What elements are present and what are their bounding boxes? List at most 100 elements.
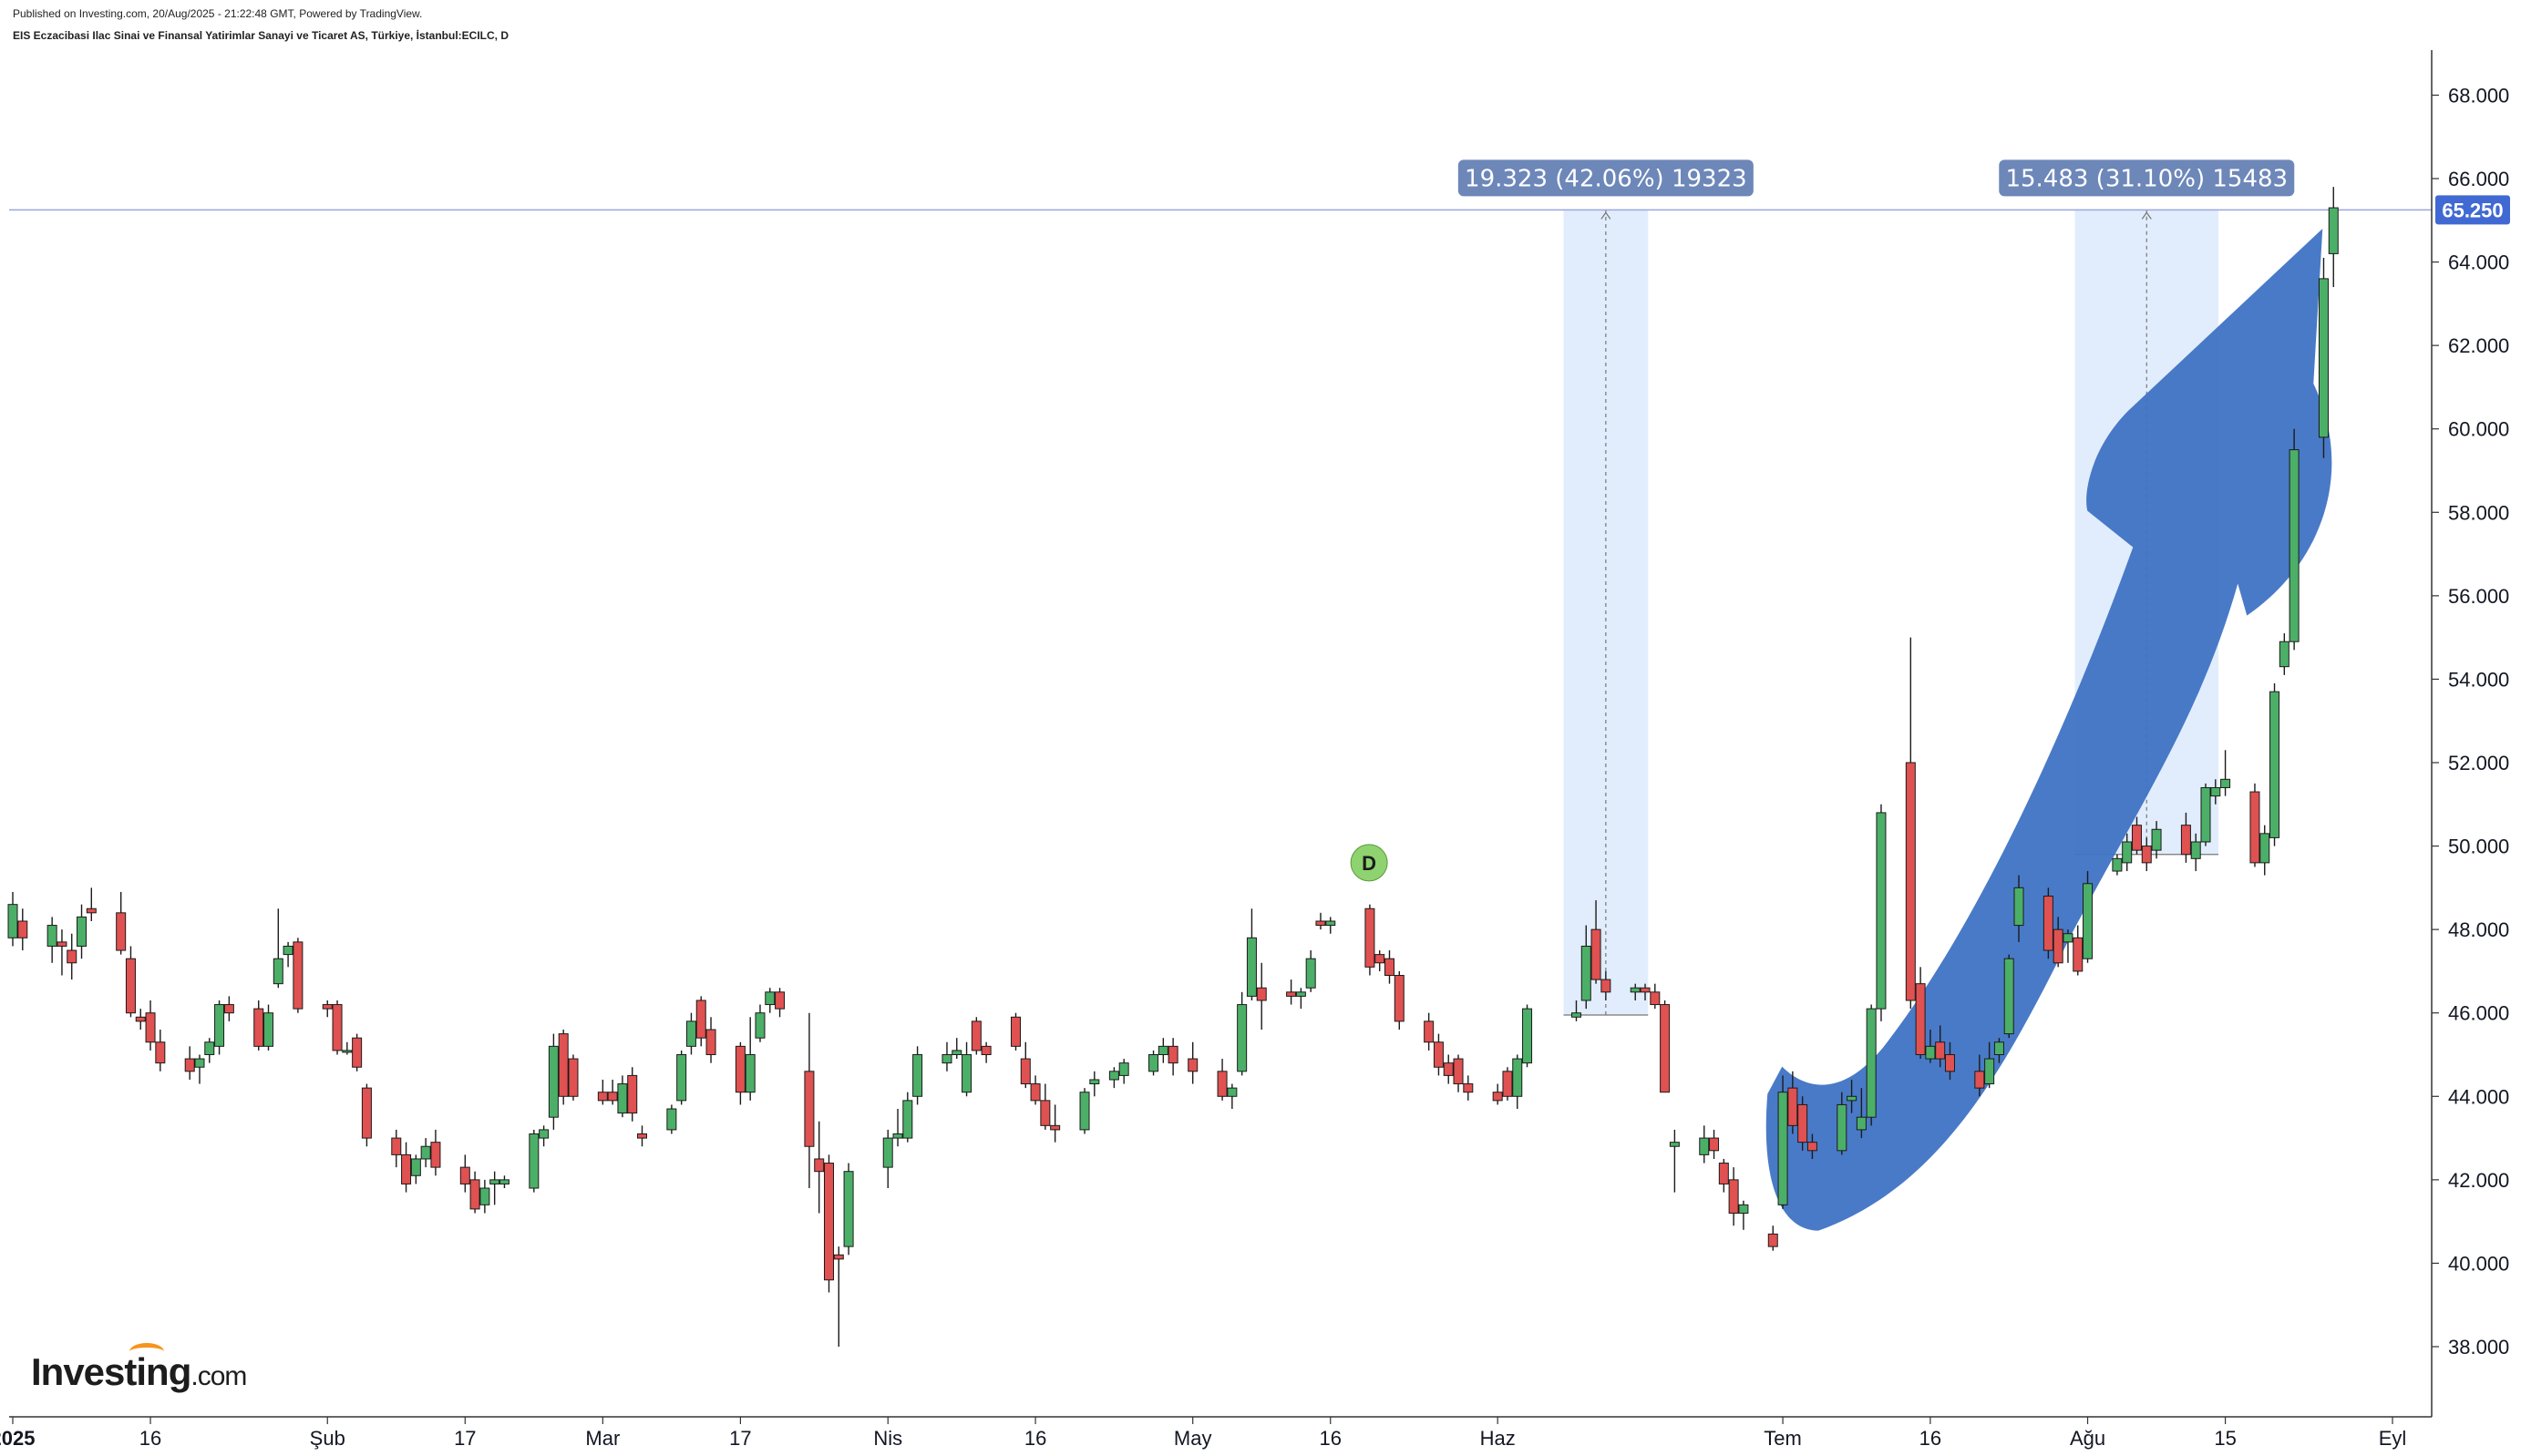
candle[interactable] <box>1709 1129 1720 1159</box>
candle[interactable] <box>1030 1075 1041 1105</box>
candle[interactable] <box>695 996 706 1047</box>
candle[interactable] <box>745 1017 756 1101</box>
candle[interactable] <box>685 1012 696 1055</box>
x-tick-label[interactable]: 17 <box>454 1427 476 1450</box>
candle[interactable] <box>1492 1083 1503 1105</box>
candle[interactable] <box>1364 904 1375 976</box>
candle[interactable] <box>2269 683 2280 846</box>
candle[interactable] <box>627 1067 638 1122</box>
candle[interactable] <box>253 1000 264 1051</box>
candle[interactable] <box>882 1129 893 1189</box>
candle[interactable] <box>1217 1059 1228 1101</box>
candle[interactable] <box>568 1054 579 1101</box>
candle[interactable] <box>597 1079 608 1105</box>
candle[interactable] <box>824 1154 835 1293</box>
candle[interactable] <box>2073 925 2084 976</box>
candle[interactable] <box>1915 967 1926 1060</box>
x-tick-label[interactable]: 2025 <box>0 1427 35 1450</box>
candle[interactable] <box>1305 950 1316 992</box>
candle[interactable] <box>57 929 67 976</box>
candle[interactable] <box>1394 970 1405 1030</box>
candle[interactable] <box>1767 1225 1778 1251</box>
candle[interactable] <box>755 1004 766 1042</box>
candle[interactable] <box>1188 1041 1199 1084</box>
x-tick-label[interactable]: Eyl <box>2379 1427 2407 1450</box>
candle[interactable] <box>2063 929 2073 963</box>
candle[interactable] <box>1374 950 1385 971</box>
candle[interactable] <box>1847 1079 1857 1113</box>
candle[interactable] <box>892 1109 903 1147</box>
candle[interactable] <box>2043 887 2053 959</box>
candles-layer[interactable] <box>7 187 2339 1347</box>
candle[interactable] <box>529 1129 540 1193</box>
candle[interactable] <box>962 1041 972 1097</box>
candle[interactable] <box>410 1154 421 1184</box>
candle[interactable] <box>1433 1033 1444 1076</box>
y-axis[interactable]: 38.000 40.000 42.000 44.000 46.000 48.000 50.0… <box>2431 50 2510 1417</box>
candle[interactable] <box>1246 908 1257 1000</box>
candle[interactable] <box>952 1038 962 1060</box>
candle[interactable] <box>2180 812 2191 863</box>
candle[interactable] <box>273 908 283 989</box>
candle[interactable] <box>2279 633 2289 675</box>
candle[interactable] <box>263 1004 274 1051</box>
candle[interactable] <box>1424 1012 1435 1051</box>
candle[interactable] <box>2190 833 2201 872</box>
candle[interactable] <box>499 1175 509 1189</box>
candle[interactable] <box>322 1000 333 1018</box>
candle[interactable] <box>1699 1125 1710 1164</box>
candle[interactable] <box>558 1030 569 1105</box>
candle[interactable] <box>775 988 786 1018</box>
candle[interactable] <box>833 1246 844 1347</box>
candle[interactable] <box>469 1171 480 1214</box>
candle[interactable] <box>981 1041 992 1063</box>
candle[interactable] <box>223 996 234 1021</box>
candle[interactable] <box>155 1030 166 1071</box>
candle[interactable] <box>1020 1041 1031 1089</box>
candle[interactable] <box>1148 1050 1159 1076</box>
candle[interactable] <box>1295 988 1306 1010</box>
candle[interactable] <box>765 988 776 1013</box>
candle[interactable] <box>666 1104 677 1134</box>
candle[interactable] <box>2003 954 2014 1039</box>
candle[interactable] <box>1925 1030 1936 1063</box>
candle[interactable] <box>125 946 136 1018</box>
candle[interactable] <box>2200 783 2211 846</box>
candle[interactable] <box>1866 1004 1877 1126</box>
candle[interactable] <box>86 887 97 921</box>
candle[interactable] <box>1660 1000 1671 1093</box>
candle[interactable] <box>1325 917 1336 934</box>
candle[interactable] <box>843 1163 854 1256</box>
candle[interactable] <box>1650 983 1661 1010</box>
x-tick-label[interactable]: May <box>1174 1427 1212 1450</box>
candle[interactable] <box>420 1138 431 1168</box>
candle[interactable] <box>204 1038 215 1063</box>
candle[interactable] <box>1806 1133 1817 1159</box>
candle[interactable] <box>1935 1025 1946 1068</box>
candle[interactable] <box>1738 1200 1749 1230</box>
candle[interactable] <box>1984 1041 1995 1089</box>
candle[interactable] <box>1630 983 1641 1000</box>
candle[interactable] <box>391 1129 402 1168</box>
candle[interactable] <box>1640 983 1651 1000</box>
x-tick-label[interactable]: 17 <box>729 1427 751 1450</box>
x-tick-label[interactable]: 16 <box>1024 1427 1046 1450</box>
candle[interactable] <box>342 1041 353 1055</box>
x-tick-label[interactable]: Ağu <box>2070 1427 2105 1450</box>
candle[interactable] <box>361 1083 372 1147</box>
candle[interactable] <box>430 1129 441 1176</box>
candle[interactable] <box>214 1000 225 1055</box>
candle[interactable] <box>1944 1041 1955 1080</box>
x-tick-label[interactable]: 15 <box>2214 1427 2236 1450</box>
x-tick-label[interactable]: 16 <box>139 1427 161 1450</box>
candle[interactable] <box>1079 1088 1090 1134</box>
candle[interactable] <box>1315 912 1326 930</box>
candle[interactable] <box>293 938 304 1013</box>
candle[interactable] <box>1118 1059 1129 1084</box>
candle[interactable] <box>479 1179 490 1214</box>
candle[interactable] <box>2289 428 2300 651</box>
candle[interactable] <box>1777 1075 1788 1209</box>
candle[interactable] <box>1237 991 1248 1076</box>
candle[interactable] <box>912 1046 923 1105</box>
